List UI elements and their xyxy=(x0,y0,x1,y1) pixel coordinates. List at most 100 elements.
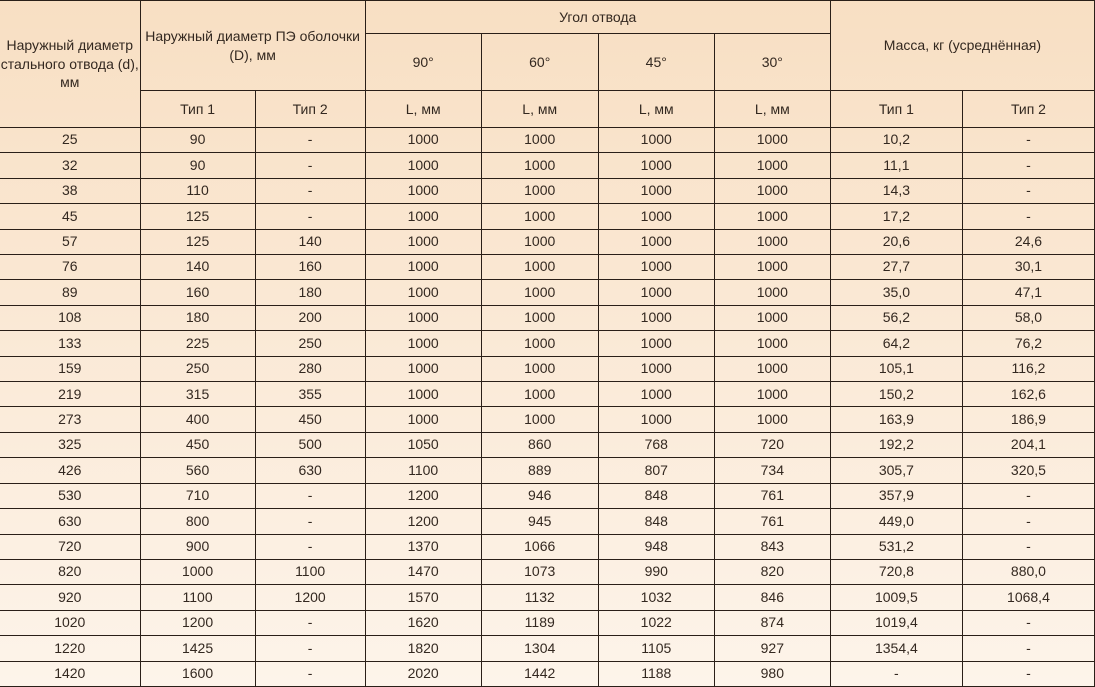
table-cell: 1000 xyxy=(714,178,830,203)
table-cell: 273 xyxy=(0,407,140,432)
table-cell: 45 xyxy=(0,204,140,229)
table-cell: 56,2 xyxy=(830,305,962,330)
table-cell: 105,1 xyxy=(830,356,962,381)
table-cell: 450 xyxy=(140,432,255,457)
table-cell: 1000 xyxy=(481,255,598,280)
table-cell: 889 xyxy=(481,458,598,483)
table-cell: 35,0 xyxy=(830,280,962,305)
table-cell: - xyxy=(255,178,365,203)
table-cell: 219 xyxy=(0,382,140,407)
table-cell: 1000 xyxy=(481,153,598,178)
table-cell: 1000 xyxy=(714,331,830,356)
table-cell: - xyxy=(962,128,1094,153)
table-cell: 1000 xyxy=(365,255,481,280)
table-cell: 900 xyxy=(140,534,255,559)
table-cell: 1000 xyxy=(598,204,714,229)
table-row: 2193153551000100010001000150,2162,6 xyxy=(0,382,1095,407)
col-D-header: Наружный диаметр ПЭ оболочки (D), мм xyxy=(140,1,365,91)
table-row: 76140160100010001000100027,730,1 xyxy=(0,255,1095,280)
angle-90-header: 90° xyxy=(365,34,481,91)
table-cell: 225 xyxy=(140,331,255,356)
col-d-header: Наружный диаметр стального отвода (d), м… xyxy=(0,1,140,128)
table-cell: 761 xyxy=(714,483,830,508)
table-cell: 450 xyxy=(255,407,365,432)
table-cell: 1000 xyxy=(481,382,598,407)
table-cell: 76 xyxy=(0,255,140,280)
table-cell: 874 xyxy=(714,610,830,635)
table-cell: 1000 xyxy=(140,559,255,584)
header-text: Наружный диаметр ПЭ оболочки (D), мм xyxy=(141,27,365,65)
table-cell: - xyxy=(830,661,962,686)
table-cell: 1570 xyxy=(365,585,481,610)
table-cell: 2020 xyxy=(365,661,481,686)
table-cell: 192,2 xyxy=(830,432,962,457)
table-cell: 1000 xyxy=(714,305,830,330)
table-row: 89160180100010001000100035,047,1 xyxy=(0,280,1095,305)
table-cell: 1000 xyxy=(365,331,481,356)
table-cell: 1032 xyxy=(598,585,714,610)
table-cell: - xyxy=(962,483,1094,508)
table-row: 1592502801000100010001000105,1116,2 xyxy=(0,356,1095,381)
table-cell: 1100 xyxy=(140,585,255,610)
table-cell: 1200 xyxy=(255,585,365,610)
table-cell: 1100 xyxy=(255,559,365,584)
table-cell: 200 xyxy=(255,305,365,330)
table-cell: 820 xyxy=(0,559,140,584)
table-cell: 180 xyxy=(255,280,365,305)
angle-group-header: Угол отвода xyxy=(365,1,830,34)
table-cell: - xyxy=(255,483,365,508)
mass-type2-header: Тип 2 xyxy=(962,91,1094,128)
table-cell: 90 xyxy=(140,128,255,153)
table-row: 14201600-202014421188980-- xyxy=(0,661,1095,686)
table-cell: 150,2 xyxy=(830,382,962,407)
table-cell: 1000 xyxy=(481,280,598,305)
table-row: 12201425-1820130411059271354,4- xyxy=(0,636,1095,661)
table-row: 10201200-1620118910228741019,4- xyxy=(0,610,1095,635)
table-cell: 1000 xyxy=(714,153,830,178)
table-cell: - xyxy=(962,509,1094,534)
table-cell: 1000 xyxy=(598,331,714,356)
table-cell: 27,7 xyxy=(830,255,962,280)
table-cell: 125 xyxy=(140,229,255,254)
table-cell: 125 xyxy=(140,204,255,229)
table-cell: 250 xyxy=(255,331,365,356)
table-cell: 58,0 xyxy=(962,305,1094,330)
table-cell: 1188 xyxy=(598,661,714,686)
table-cell: 250 xyxy=(140,356,255,381)
table-cell: 1000 xyxy=(598,255,714,280)
table-cell: 17,2 xyxy=(830,204,962,229)
table-cell: 400 xyxy=(140,407,255,432)
table-cell: 1370 xyxy=(365,534,481,559)
table-cell: 110 xyxy=(140,178,255,203)
table-cell: - xyxy=(962,204,1094,229)
table-cell: 1000 xyxy=(365,204,481,229)
table-cell: 108 xyxy=(0,305,140,330)
table-row: 720900-13701066948843531,2- xyxy=(0,534,1095,559)
table-cell: 1000 xyxy=(598,356,714,381)
table-cell: - xyxy=(962,178,1094,203)
table-cell: 1132 xyxy=(481,585,598,610)
table-row: 3254505001050860768720192,2204,1 xyxy=(0,432,1095,457)
table-cell: 761 xyxy=(714,509,830,534)
table-row: 4265606301100889807734305,7320,5 xyxy=(0,458,1095,483)
table-row: 920110012001570113210328461009,51068,4 xyxy=(0,585,1095,610)
table-cell: 64,2 xyxy=(830,331,962,356)
table-cell: 1000 xyxy=(714,204,830,229)
table-cell: 720 xyxy=(714,432,830,457)
table-cell: 89 xyxy=(0,280,140,305)
table-cell: 1354,4 xyxy=(830,636,962,661)
table-cell: 163,9 xyxy=(830,407,962,432)
table-cell: 1000 xyxy=(481,178,598,203)
table-row: 2734004501000100010001000163,9186,9 xyxy=(0,407,1095,432)
table-cell: 47,1 xyxy=(962,280,1094,305)
table-cell: 1420 xyxy=(0,661,140,686)
table-cell: 355 xyxy=(255,382,365,407)
table-cell: 948 xyxy=(598,534,714,559)
table-cell: 1068,4 xyxy=(962,585,1094,610)
table-cell: 1425 xyxy=(140,636,255,661)
table-cell: 1000 xyxy=(481,356,598,381)
table-cell: 1000 xyxy=(481,331,598,356)
table-cell: - xyxy=(962,661,1094,686)
table-cell: 32 xyxy=(0,153,140,178)
table-cell: 1200 xyxy=(365,483,481,508)
